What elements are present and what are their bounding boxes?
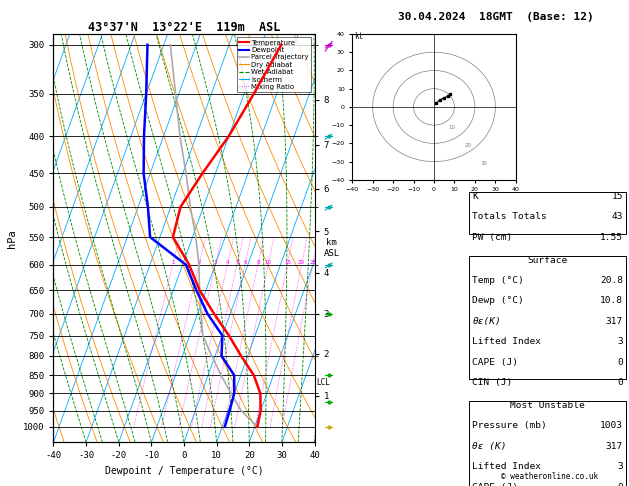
Text: 5: 5 [235,260,239,265]
Text: 20.8: 20.8 [600,276,623,285]
Text: 3: 3 [617,462,623,471]
X-axis label: Dewpoint / Temperature (°C): Dewpoint / Temperature (°C) [104,466,264,476]
Text: 20: 20 [298,260,305,265]
Text: 0: 0 [617,483,623,486]
Text: © weatheronline.co.uk: © weatheronline.co.uk [501,472,598,481]
Text: 6: 6 [243,260,247,265]
Text: kt: kt [354,33,364,41]
Text: 15: 15 [611,192,623,201]
Text: 317: 317 [606,317,623,326]
Text: θε(K): θε(K) [472,317,501,326]
Text: 10.8: 10.8 [600,296,623,306]
Text: 30: 30 [481,161,488,166]
Text: 2: 2 [198,260,201,265]
Text: 3: 3 [617,337,623,347]
Text: 10: 10 [265,260,272,265]
Text: Most Unstable: Most Unstable [510,401,585,410]
Text: 20: 20 [465,143,472,148]
Bar [469,256,626,379]
Text: CAPE (J): CAPE (J) [472,483,518,486]
Y-axis label: hPa: hPa [8,229,18,247]
Text: Pressure (mb): Pressure (mb) [472,421,547,431]
Text: 10: 10 [448,125,455,130]
Text: 43: 43 [611,212,623,222]
Text: Totals Totals: Totals Totals [472,212,547,222]
Text: Dewp (°C): Dewp (°C) [472,296,524,306]
Text: 1: 1 [171,260,174,265]
Text: Surface: Surface [528,256,568,265]
Text: CAPE (J): CAPE (J) [472,358,518,367]
Text: CIN (J): CIN (J) [472,378,513,387]
Text: 25: 25 [309,260,316,265]
Text: 30.04.2024  18GMT  (Base: 12): 30.04.2024 18GMT (Base: 12) [398,12,594,22]
Text: θε (K): θε (K) [472,442,507,451]
Text: 317: 317 [606,442,623,451]
Text: PW (cm): PW (cm) [472,233,513,242]
Text: LCL: LCL [316,378,330,387]
Text: Lifted Index: Lifted Index [472,462,542,471]
Text: K: K [472,192,478,201]
Text: 3: 3 [214,260,217,265]
Text: Temp (°C): Temp (°C) [472,276,524,285]
Title: 43°37'N  13°22'E  119m  ASL: 43°37'N 13°22'E 119m ASL [88,21,280,34]
Text: 1003: 1003 [600,421,623,431]
Text: 8: 8 [256,260,260,265]
Text: 0: 0 [617,358,623,367]
Bar [469,401,626,486]
Text: 15: 15 [284,260,291,265]
Text: 1.55: 1.55 [600,233,623,242]
Text: 0: 0 [617,378,623,387]
Legend: Temperature, Dewpoint, Parcel Trajectory, Dry Adiabat, Wet Adiabat, Isotherm, Mi: Temperature, Dewpoint, Parcel Trajectory… [237,37,311,92]
Bar [469,192,626,234]
Y-axis label: km
ASL: km ASL [323,238,340,258]
Text: Lifted Index: Lifted Index [472,337,542,347]
Text: 4: 4 [226,260,229,265]
